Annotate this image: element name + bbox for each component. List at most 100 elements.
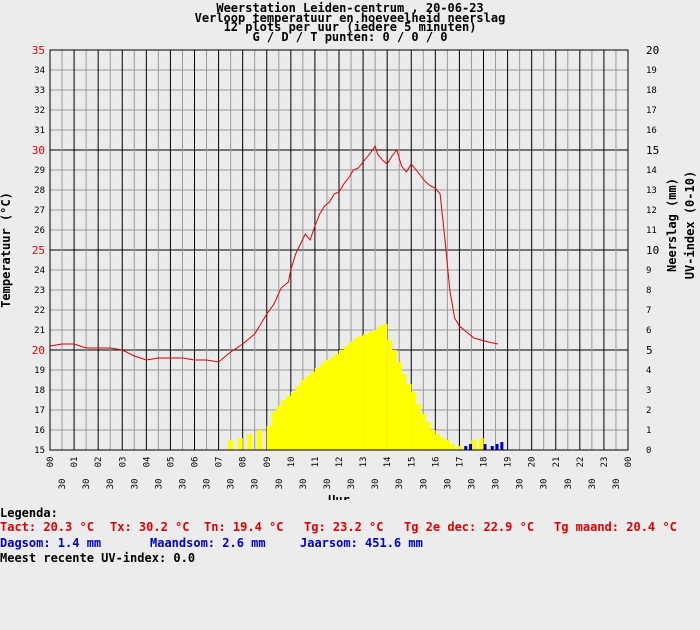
y-tick-left: 24 xyxy=(34,266,45,276)
temperature-line xyxy=(49,144,499,363)
x-tick-hour: 12 xyxy=(335,457,345,468)
y-tick-left: 17 xyxy=(34,406,45,416)
y-tick-left: 29 xyxy=(34,166,45,176)
uv-bar xyxy=(348,342,354,450)
x-tick-hour: 08 xyxy=(239,457,249,468)
y-tick-right: 2 xyxy=(646,406,651,416)
x-tick-half: 30 xyxy=(178,479,188,490)
x-tick-hour: 22 xyxy=(576,457,586,468)
x-tick-half: 30 xyxy=(203,479,213,490)
chart-title: Weerstation Leiden-centrum , 20-06-23 xyxy=(216,1,484,15)
rain-bar xyxy=(464,446,468,450)
x-tick-hour: 06 xyxy=(191,457,201,468)
uv-bar xyxy=(286,396,292,450)
y-tick-left: 34 xyxy=(34,66,45,76)
uv-bar xyxy=(228,440,234,450)
y-tick-left: 15 xyxy=(34,446,45,456)
chart-subtitle-2: 12 plots per uur (iedere 5 minuten) xyxy=(223,20,477,34)
legend-tact: Tact: 20.3 °C xyxy=(0,520,94,534)
y-tick-left: 21 xyxy=(34,326,45,336)
y-tick-right: 16 xyxy=(646,126,657,136)
rain-bar xyxy=(483,444,487,450)
x-tick-half: 30 xyxy=(612,479,622,490)
legend-tx: Tx: 30.2 °C xyxy=(110,520,190,534)
x-tick-half: 30 xyxy=(540,479,550,490)
x-tick-half: 30 xyxy=(106,479,116,490)
y-tick-right: 13 xyxy=(646,186,657,196)
x-tick-hour: 19 xyxy=(504,457,514,468)
y-axis-label-left: Temperatuur (°C) xyxy=(0,192,13,308)
uv-bar xyxy=(416,404,422,450)
y-tick-right: 7 xyxy=(646,306,651,316)
x-tick-half: 30 xyxy=(516,479,526,490)
y-tick-right: 11 xyxy=(646,226,657,236)
uv-bar xyxy=(457,446,463,450)
x-tick-hour: 01 xyxy=(70,457,80,468)
y-tick-right: 12 xyxy=(646,206,657,216)
uv-bar xyxy=(266,426,272,450)
y-tick-left: 19 xyxy=(34,366,45,376)
plot-frame xyxy=(49,49,629,451)
y-tick-right: 10 xyxy=(646,244,659,257)
x-tick-hour: 18 xyxy=(480,457,490,468)
uv-bar xyxy=(329,358,335,450)
rain-bar xyxy=(469,444,473,450)
uv-bar xyxy=(343,346,349,450)
uv-bar xyxy=(319,364,325,450)
uv-bar xyxy=(478,438,484,450)
y-tick-right: 20 xyxy=(646,44,659,57)
legend-tg2: Tg 2e dec: 22.9 °C xyxy=(404,520,535,534)
uv-bar xyxy=(471,440,477,450)
x-tick-half: 30 xyxy=(467,479,477,490)
y-tick-left: 25 xyxy=(32,244,45,257)
legend-title: Legenda: xyxy=(0,506,58,520)
y-tick-right: 17 xyxy=(646,106,657,116)
y-tick-left: 30 xyxy=(32,144,45,157)
uv-bar xyxy=(353,338,359,450)
uv-bar xyxy=(276,406,282,450)
uv-bar xyxy=(391,350,397,450)
y-axis-label-right-uv: UV-index (0-10) xyxy=(683,171,697,279)
uv-bar xyxy=(305,376,311,450)
uv-bar xyxy=(271,412,277,450)
y-tick-left: 32 xyxy=(34,106,45,116)
legend-tg: Tg: 23.2 °C xyxy=(304,520,384,534)
uv-bar xyxy=(444,440,450,450)
x-tick-half: 30 xyxy=(275,479,285,490)
rain-bar xyxy=(495,444,499,450)
x-tick-half: 30 xyxy=(371,479,381,490)
y-axis-label-right-rain: Neerslag (mm) xyxy=(665,178,679,272)
uv-bar xyxy=(387,340,393,450)
x-tick-half: 30 xyxy=(419,479,429,490)
y-tick-left: 31 xyxy=(34,126,45,136)
y-tick-right: 19 xyxy=(646,66,657,76)
rain-bar xyxy=(500,442,504,450)
x-tick-half: 30 xyxy=(564,479,574,490)
legend-jaarsom: Jaarsom: 451.6 mm xyxy=(300,536,423,550)
y-tick-left: 22 xyxy=(34,306,45,316)
y-tick-left: 28 xyxy=(34,186,45,196)
uv-bar xyxy=(396,362,402,450)
x-tick-half: 30 xyxy=(227,479,237,490)
y-tick-left: 27 xyxy=(34,206,45,216)
x-tick-half: 30 xyxy=(130,479,140,490)
x-tick-half: 30 xyxy=(492,479,502,490)
uv-bar xyxy=(406,384,412,450)
uv-bar xyxy=(372,330,378,450)
legend-tn: Tn: 19.4 °C xyxy=(204,520,284,534)
x-tick-hour: 07 xyxy=(215,457,225,468)
x-tick-hour: 21 xyxy=(552,457,562,468)
legend-maandsom: Maandsom: 2.6 mm xyxy=(150,536,266,550)
y-tick-left: 26 xyxy=(34,226,45,236)
uv-bar xyxy=(358,336,364,450)
legend-tgm: Tg maand: 20.4 °C xyxy=(554,520,677,534)
x-tick-half: 30 xyxy=(395,479,405,490)
y-tick-right: 0 xyxy=(646,446,651,456)
uv-bar xyxy=(300,380,306,450)
y-tick-right: 18 xyxy=(646,86,657,96)
uv-bar xyxy=(425,422,431,450)
legend-uv: Meest recente UV-index: 0.0 xyxy=(0,551,196,565)
x-tick-hour: 14 xyxy=(383,457,393,468)
chart-subtitle-3: G / D / T punten: 0 / 0 / 0 xyxy=(252,30,448,44)
uv-bar xyxy=(401,374,407,450)
